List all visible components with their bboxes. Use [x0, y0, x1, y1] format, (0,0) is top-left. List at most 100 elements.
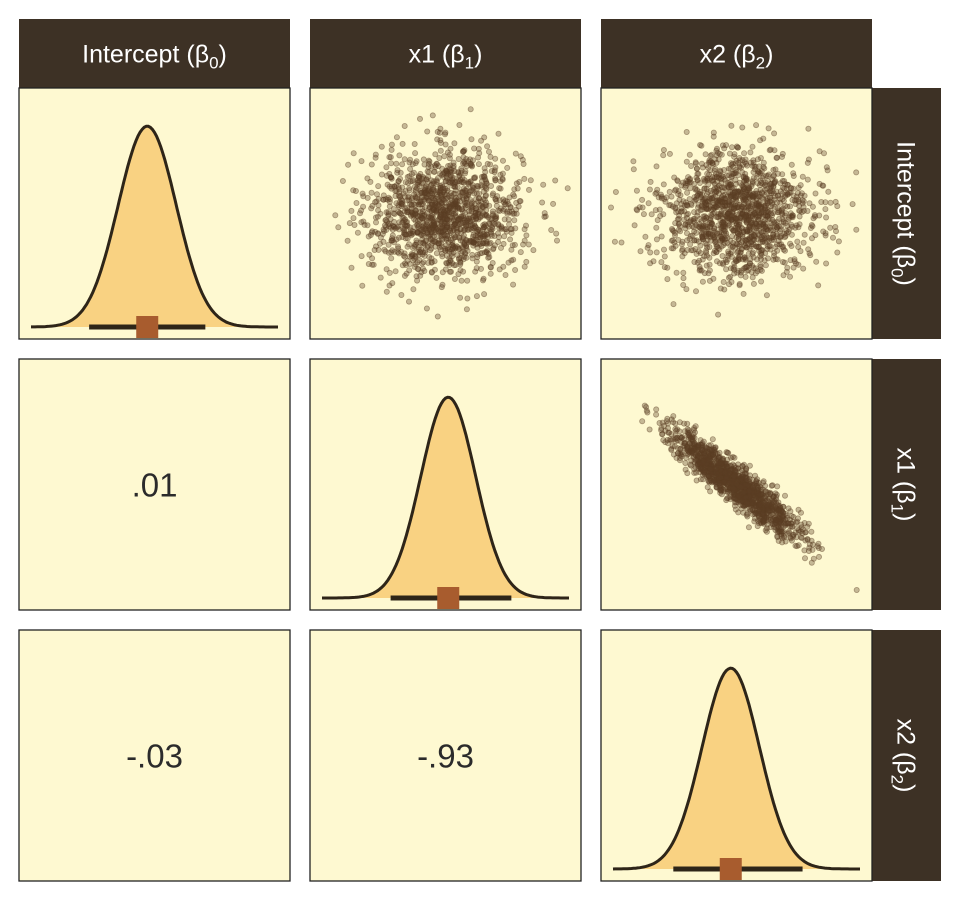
scatter-point [488, 226, 495, 233]
scatter-point [804, 176, 811, 183]
scatter-point [510, 191, 517, 198]
scatter-point [752, 472, 759, 479]
scatter-point [489, 259, 496, 266]
scatter-point [446, 255, 453, 262]
scatter-point [438, 182, 445, 189]
scatter-point [443, 252, 450, 259]
scatter-point [800, 265, 807, 272]
scatter-point [484, 234, 491, 241]
scatter-point [668, 245, 675, 252]
scatter-point [352, 187, 359, 194]
scatter-point [740, 290, 747, 297]
scatter-point [486, 220, 493, 227]
scatter-point [510, 256, 517, 263]
top-strips: Intercept (β0) x1 (β1) x2 (β2) [19, 19, 872, 88]
scatter-point [460, 148, 467, 155]
scatter-point [443, 170, 450, 177]
scatter-point [412, 207, 419, 214]
scatter-point [473, 214, 480, 221]
scatter-point [744, 510, 751, 517]
scatter-point [440, 196, 447, 203]
scatter-point [784, 264, 791, 271]
scatter-point [743, 267, 750, 274]
scatter-point [438, 212, 445, 219]
scatter-point [394, 249, 401, 256]
scatter-point [816, 212, 823, 219]
scatter-point [380, 192, 387, 199]
scatter-point [429, 112, 436, 119]
scatter-point [780, 246, 787, 253]
scatter-panel-b1-b2 [600, 358, 873, 611]
scatter-point [460, 244, 467, 251]
scatter-point [738, 484, 745, 491]
scatter-point [726, 479, 733, 486]
scatter-point [708, 151, 715, 158]
scatter-point [523, 258, 530, 265]
scatter-point [506, 194, 513, 201]
scatter-point [437, 182, 444, 189]
scatter-point [441, 245, 448, 252]
correlation-value-b2-b1: -.93 [417, 738, 474, 775]
scatter-point [664, 276, 671, 283]
scatter-point [808, 559, 815, 566]
scatter-point [481, 134, 488, 141]
scatter-point [684, 420, 691, 427]
scatter-point [351, 221, 358, 228]
scatter-point [731, 189, 738, 196]
scatter-point [675, 236, 682, 243]
scatter-point [442, 226, 449, 233]
scatter-point [689, 450, 696, 457]
scatter-point [426, 201, 433, 208]
scatter-point [483, 199, 490, 206]
scatter-point [853, 587, 860, 594]
scatter-point [706, 277, 713, 284]
scatter-point [706, 243, 713, 250]
scatter-point [372, 228, 379, 235]
scatter-point [777, 228, 784, 235]
scatter-point [383, 172, 390, 179]
scatter-point [645, 200, 652, 207]
scatter-point [807, 252, 814, 259]
scatter-point [540, 181, 547, 188]
scatter-point [403, 204, 410, 211]
scatter-point [472, 215, 479, 222]
scatter-point [461, 227, 468, 234]
scatter-point [414, 259, 421, 266]
scatter-point [445, 228, 452, 235]
scatter-point [335, 224, 342, 231]
scatter-point [420, 259, 427, 266]
scatter-point [639, 196, 646, 203]
scatter-point [749, 143, 756, 150]
scatter-point [732, 224, 739, 231]
scatter-point [425, 169, 432, 176]
scatter-point [430, 233, 437, 240]
scatter-point [474, 240, 481, 247]
scatter-point [436, 188, 443, 195]
scatter-point [808, 537, 815, 544]
scatter-point [516, 178, 523, 185]
scatter-point [732, 218, 739, 225]
scatter-point [853, 169, 860, 176]
scatter-point [741, 150, 748, 157]
scatter-point [707, 465, 714, 472]
scatter-point [812, 232, 819, 239]
scatter-point [421, 249, 428, 256]
scatter-point [369, 255, 376, 262]
scatter-point [788, 523, 795, 530]
scatter-point [479, 226, 486, 233]
scatter-point [364, 222, 371, 229]
scatter-point [479, 277, 486, 284]
scatter-point [678, 208, 685, 215]
scatter-point [488, 182, 495, 189]
scatter-point [463, 243, 470, 250]
scatter-point [745, 250, 752, 257]
scatter-point [384, 181, 391, 188]
scatter-point [479, 203, 486, 210]
scatter-point [719, 259, 726, 266]
scatter-point [419, 173, 426, 180]
scatter-point [784, 190, 791, 197]
scatter-point [799, 526, 806, 533]
scatter-point [396, 199, 403, 206]
scatter-point [737, 157, 744, 164]
scatter-point [381, 246, 388, 253]
